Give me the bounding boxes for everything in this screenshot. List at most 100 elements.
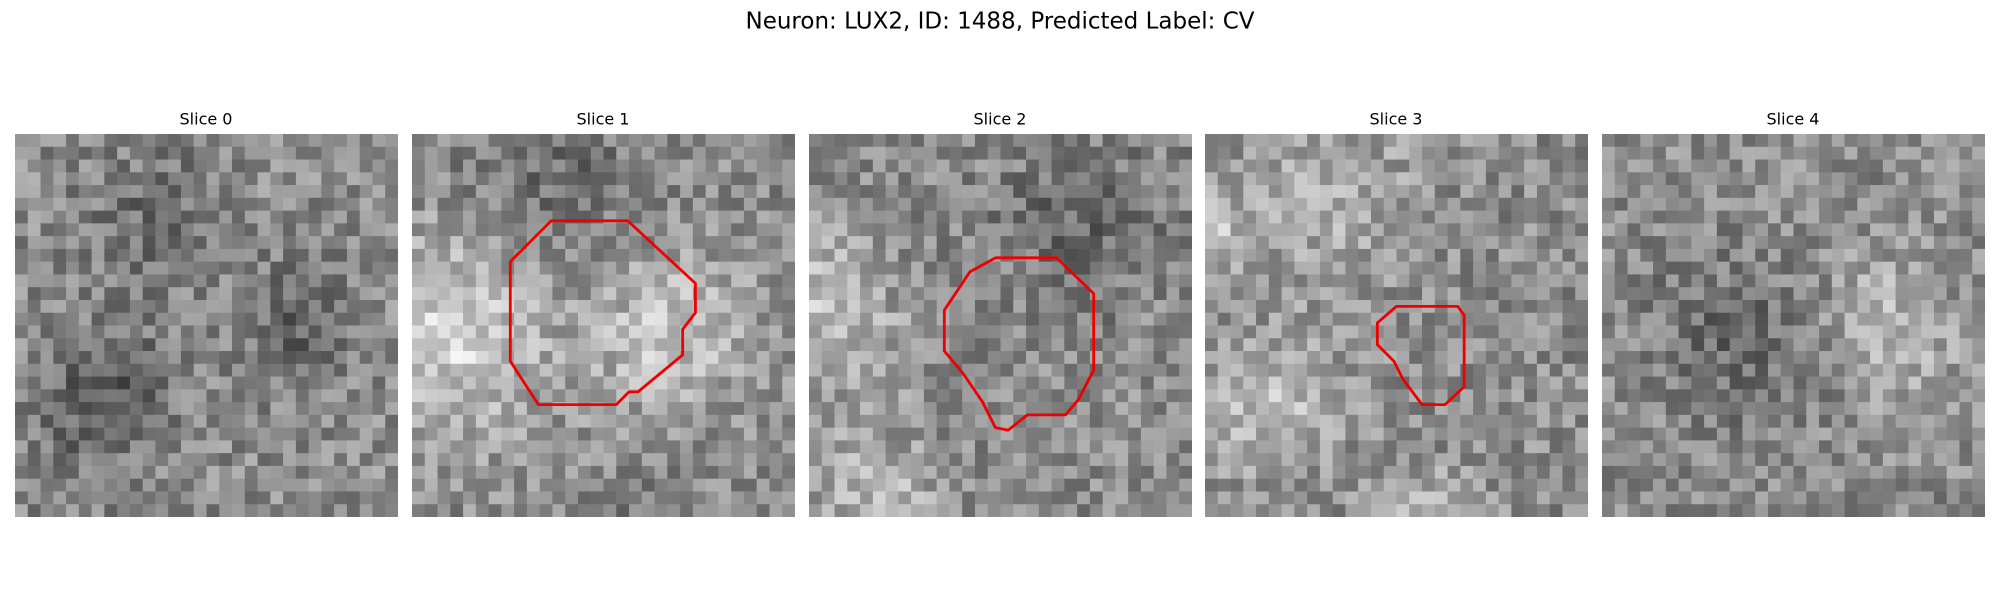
pixel — [1691, 248, 1705, 263]
pixel — [1434, 185, 1448, 199]
pixel — [1780, 478, 1794, 492]
pixel — [1933, 185, 1948, 199]
pixel — [437, 185, 451, 199]
pixel — [1627, 172, 1641, 186]
pixel — [168, 440, 182, 454]
pixel — [923, 414, 938, 429]
pixel — [769, 351, 783, 365]
pixel — [1460, 134, 1474, 148]
pixel — [1370, 185, 1385, 199]
pixel — [270, 491, 284, 505]
pixel — [692, 402, 707, 416]
pixel — [809, 223, 823, 237]
pixel — [1243, 389, 1257, 403]
pixel — [1819, 351, 1833, 365]
pixel — [1831, 478, 1845, 492]
pixel — [1933, 465, 1948, 480]
pixel — [1921, 453, 1935, 467]
pixel — [1000, 453, 1014, 467]
pixel — [372, 504, 386, 517]
pixel — [552, 478, 566, 492]
pixel — [244, 223, 258, 237]
pixel — [1933, 236, 1948, 250]
pixel — [1640, 465, 1654, 480]
pixel — [1742, 402, 1756, 416]
pixel — [1115, 197, 1129, 211]
pixel — [1077, 134, 1091, 148]
pixel — [1153, 427, 1167, 441]
pixel — [1665, 299, 1679, 314]
pixel — [1549, 210, 1563, 224]
pixel — [1665, 440, 1679, 454]
pixel — [219, 185, 233, 199]
pixel — [718, 172, 732, 186]
pixel — [1972, 134, 1985, 148]
pixel — [1793, 440, 1807, 454]
pixel — [1358, 351, 1372, 365]
pixel — [885, 402, 899, 416]
pixel — [308, 351, 322, 365]
pixel — [1806, 376, 1820, 390]
pixel — [1243, 287, 1257, 301]
pixel — [539, 338, 553, 352]
pixel — [1396, 312, 1410, 326]
pixel — [1716, 338, 1731, 352]
pixel — [1422, 146, 1436, 160]
pixel — [15, 172, 29, 186]
pixel — [1409, 248, 1423, 263]
pixel — [885, 287, 899, 301]
pixel — [1511, 389, 1525, 403]
pixel — [1205, 465, 1219, 480]
pixel — [270, 261, 284, 275]
pixel — [1972, 363, 1985, 377]
pixel — [1243, 312, 1257, 326]
pixel — [1755, 351, 1769, 365]
pixel — [756, 159, 770, 173]
pixel — [488, 504, 502, 517]
pixel — [1844, 287, 1858, 301]
pixel — [1268, 440, 1282, 454]
pixel — [385, 414, 398, 429]
pixel — [244, 440, 258, 454]
pixel — [603, 299, 617, 314]
pixel — [539, 440, 553, 454]
pixel — [1716, 402, 1731, 416]
pixel — [1332, 389, 1346, 403]
pixel — [821, 185, 835, 199]
pixel — [206, 465, 220, 480]
pixel — [1345, 351, 1359, 365]
pixel — [590, 312, 604, 326]
pixel — [1844, 146, 1858, 160]
pixel — [424, 338, 438, 352]
pixel — [104, 185, 118, 199]
pixel — [1422, 197, 1436, 211]
pixel — [1870, 197, 1884, 211]
pixel — [168, 312, 182, 326]
pixel — [1383, 223, 1397, 237]
pixel — [860, 389, 874, 403]
pixel — [1793, 159, 1807, 173]
pixel — [78, 453, 92, 467]
pixel — [769, 389, 783, 403]
pixel — [565, 274, 579, 288]
pixel — [872, 414, 886, 429]
pixel — [834, 491, 848, 505]
pixel — [1972, 491, 1985, 505]
pixel — [936, 261, 950, 275]
pixel — [616, 389, 630, 403]
pixel — [1243, 236, 1257, 250]
pixel — [1870, 210, 1884, 224]
pixel — [1716, 325, 1731, 339]
pixel — [718, 351, 732, 365]
pixel — [923, 491, 938, 505]
pixel — [987, 197, 1001, 211]
pixel — [1064, 312, 1078, 326]
pixel — [1844, 248, 1858, 263]
pixel — [1908, 389, 1922, 403]
pixel — [1268, 236, 1282, 250]
pixel — [295, 440, 310, 454]
pixel — [1128, 389, 1142, 403]
pixel — [1089, 287, 1104, 301]
pixel — [412, 453, 426, 467]
